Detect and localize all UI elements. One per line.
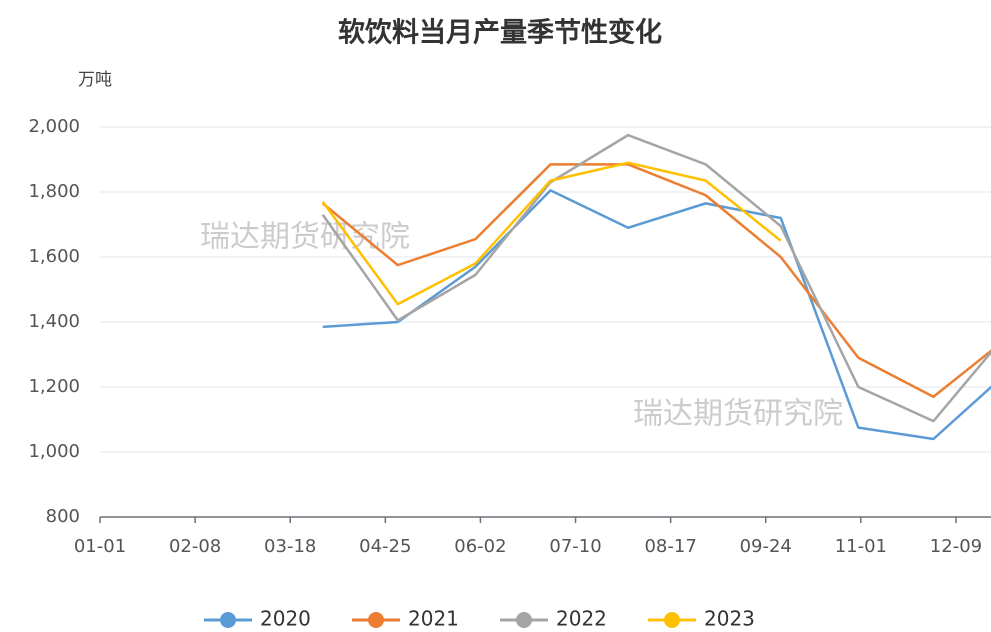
- y-tick-label: 2,000: [28, 116, 80, 137]
- legend-marker: [368, 612, 384, 628]
- legend-marker: [220, 612, 236, 628]
- line-series: [321, 133, 991, 423]
- legend-label: 2022: [556, 607, 607, 631]
- legend-marker: [516, 612, 532, 628]
- x-tick-label: 02-08: [169, 536, 221, 557]
- line-series: [322, 189, 991, 441]
- x-tick-label: 12-09: [930, 536, 982, 557]
- y-tick-label: 1,200: [28, 376, 80, 397]
- x-tick-label: 06-02: [454, 536, 506, 557]
- watermark: 瑞达期货研究院: [633, 397, 843, 432]
- line-series: [321, 163, 991, 398]
- chart-title: 软饮料当月产量季节性变化: [338, 17, 662, 49]
- line-series: [321, 161, 782, 306]
- watermark: 瑞达期货研究院: [200, 220, 410, 255]
- y-tick-label: 1,800: [28, 181, 80, 202]
- x-tick-label: 09-24: [740, 536, 792, 557]
- legend-label: 2023: [704, 607, 755, 631]
- y-axis-label: 万吨: [78, 70, 112, 90]
- x-tick-label: 11-01: [835, 536, 887, 557]
- plot-area: [321, 133, 991, 441]
- x-tick-label: 03-18: [264, 536, 316, 557]
- y-tick-label: 800: [46, 506, 80, 527]
- legend-marker: [664, 612, 680, 628]
- x-tick-label: 07-10: [549, 536, 601, 557]
- legend-label: 2020: [260, 607, 311, 631]
- y-tick-label: 1,000: [28, 441, 80, 462]
- y-tick-label: 1,400: [28, 311, 80, 332]
- x-tick-label: 01-01: [74, 536, 126, 557]
- y-tick-label: 1,600: [28, 246, 80, 267]
- x-tick-label: 04-25: [359, 536, 411, 557]
- legend-label: 2021: [408, 607, 459, 631]
- x-tick-label: 08-17: [644, 536, 696, 557]
